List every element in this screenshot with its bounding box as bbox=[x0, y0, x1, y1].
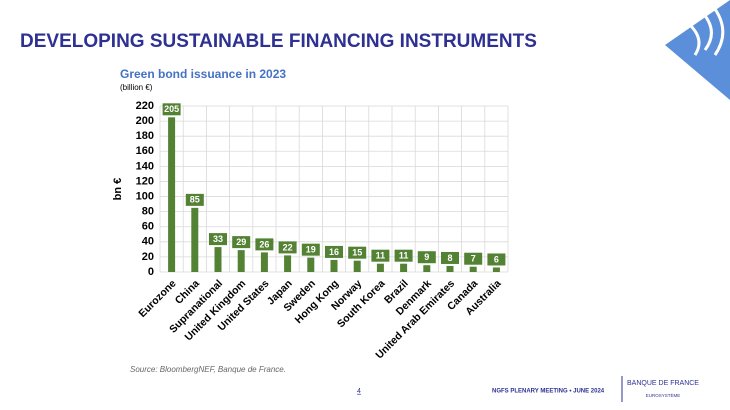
value-label: 15 bbox=[352, 248, 362, 258]
bar bbox=[237, 250, 245, 272]
value-label: 26 bbox=[259, 239, 269, 249]
bar bbox=[469, 266, 477, 272]
value-label-box bbox=[278, 241, 297, 254]
y-tick-label: 20 bbox=[142, 251, 154, 263]
value-label-box bbox=[255, 238, 274, 251]
logo-text: BANQUE DE FRANCE bbox=[627, 380, 699, 387]
value-label-box bbox=[487, 253, 506, 266]
value-label: 8 bbox=[447, 253, 452, 263]
y-tick-label: 40 bbox=[142, 236, 154, 248]
value-label: 11 bbox=[376, 251, 386, 261]
y-tick-label: 200 bbox=[136, 115, 154, 127]
value-label-box bbox=[441, 251, 459, 264]
logo-subtext: EUROSYSTÈME bbox=[646, 392, 681, 398]
value-label-box bbox=[371, 249, 390, 262]
value-label: 19 bbox=[306, 245, 316, 255]
bar bbox=[168, 117, 176, 273]
y-axis-label: bn € bbox=[112, 178, 124, 201]
y-tick-label: 160 bbox=[136, 145, 154, 157]
meeting-footer: NGFS PLENARY MEETING • JUNE 2024 bbox=[492, 389, 605, 395]
value-label: 29 bbox=[236, 237, 246, 247]
bar bbox=[260, 252, 268, 272]
source-note: Source: BloombergNEF, Banque de France. bbox=[130, 365, 286, 374]
bar bbox=[330, 259, 338, 272]
bar bbox=[214, 247, 222, 272]
value-label-box bbox=[464, 252, 483, 265]
y-tick-label: 140 bbox=[136, 160, 154, 172]
chart-subtitle: (billion €) bbox=[120, 83, 153, 92]
value-label: 9 bbox=[424, 252, 429, 262]
chart-title: Green bond issuance in 2023 bbox=[120, 67, 286, 81]
y-tick-label: 0 bbox=[148, 266, 154, 278]
y-tick-label: 100 bbox=[136, 190, 154, 202]
value-label: 11 bbox=[399, 251, 409, 261]
value-label-box bbox=[232, 236, 251, 249]
bar bbox=[353, 260, 361, 272]
value-label: 33 bbox=[213, 234, 223, 244]
value-label: 205 bbox=[164, 104, 179, 114]
value-label-box bbox=[185, 193, 204, 206]
value-label: 7 bbox=[471, 254, 476, 264]
value-label: 16 bbox=[329, 247, 339, 257]
bar bbox=[191, 207, 199, 272]
y-tick-label: 120 bbox=[136, 175, 154, 187]
value-label: 85 bbox=[190, 195, 200, 205]
bar bbox=[446, 265, 454, 272]
value-label-box bbox=[394, 249, 413, 262]
y-tick-label: 220 bbox=[136, 100, 154, 112]
bar bbox=[400, 263, 408, 272]
bar bbox=[492, 267, 500, 272]
y-tick-label: 180 bbox=[136, 130, 154, 142]
value-label: 6 bbox=[494, 254, 499, 264]
y-tick-label: 80 bbox=[142, 206, 154, 218]
value-label-box bbox=[325, 245, 343, 258]
bar bbox=[423, 265, 431, 272]
bar bbox=[376, 263, 384, 272]
value-label-box bbox=[209, 233, 227, 246]
corner-lines bbox=[688, 4, 725, 56]
bar bbox=[307, 257, 315, 272]
slide-title: DEVELOPING SUSTAINABLE FINANCING INSTRUM… bbox=[20, 31, 537, 52]
bar bbox=[284, 255, 292, 272]
value-label-box bbox=[301, 243, 320, 256]
value-label-box bbox=[417, 251, 436, 264]
y-tick-label: 60 bbox=[142, 221, 154, 233]
value-label-box bbox=[348, 246, 367, 259]
value-label: 22 bbox=[283, 242, 293, 252]
value-label-box bbox=[162, 103, 181, 116]
page-number: 4 bbox=[357, 388, 361, 395]
